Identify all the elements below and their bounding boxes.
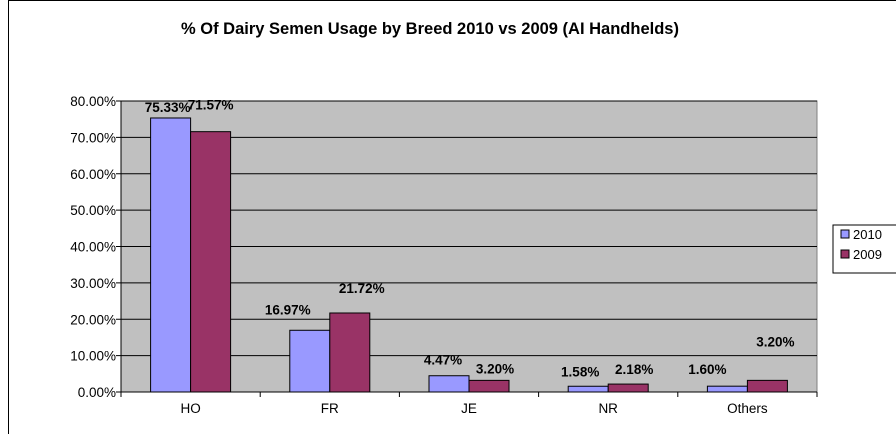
x-tick-label: HO	[180, 401, 200, 416]
bar-2009-others	[746, 379, 788, 393]
data-label: 2.18%	[615, 362, 653, 377]
y-tick-label: 80.00%	[70, 94, 116, 109]
y-tick-label: 20.00%	[70, 312, 116, 327]
data-label: 1.58%	[561, 364, 599, 379]
data-label: 21.72%	[339, 281, 385, 296]
data-label: 71.57%	[188, 98, 234, 113]
y-tick-label: 50.00%	[70, 203, 116, 218]
legend-swatch-2009	[840, 249, 850, 259]
data-label: 4.47%	[424, 353, 462, 368]
x-tick-label: FR	[321, 401, 339, 416]
chart-title: % Of Dairy Semen Usage by Breed 2010 vs …	[181, 20, 679, 38]
bar-2010-others	[706, 385, 748, 393]
y-tick-label: 60.00%	[70, 167, 116, 182]
bar-2010-je	[428, 375, 470, 393]
x-tick-label: JE	[461, 401, 477, 416]
y-tick-label: 40.00%	[70, 240, 116, 255]
data-label: 3.20%	[476, 361, 514, 376]
bar-2010-fr	[289, 329, 331, 393]
x-tick-label: Others	[727, 401, 768, 416]
bar-2009-ho	[190, 131, 232, 393]
x-tick-label: NR	[598, 401, 618, 416]
data-label: 3.20%	[756, 334, 794, 349]
y-tick-label: 0.00%	[78, 385, 116, 400]
chart-frame	[8, 0, 896, 434]
data-label: 75.33%	[145, 100, 191, 115]
y-tick-label: 30.00%	[70, 276, 116, 291]
data-label: 16.97%	[265, 302, 311, 317]
legend-swatch-2010	[840, 229, 850, 239]
bar-2009-fr	[329, 312, 371, 393]
y-tick-label: 10.00%	[70, 349, 116, 364]
bar-2009-je	[468, 379, 510, 393]
data-label: 1.60%	[688, 362, 726, 377]
bar-2010-nr	[567, 385, 609, 393]
legend-label-2010: 2010	[853, 227, 882, 242]
bar-2009-nr	[607, 383, 649, 393]
y-tick-label: 70.00%	[70, 130, 116, 145]
legend-label-2009: 2009	[853, 247, 882, 262]
bar-2010-ho	[150, 117, 192, 393]
